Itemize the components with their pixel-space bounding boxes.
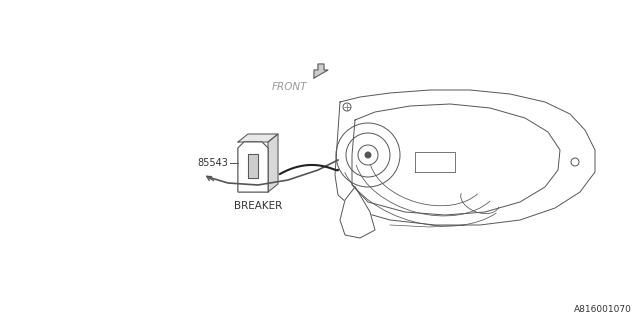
Polygon shape (415, 152, 455, 172)
PathPatch shape (238, 142, 268, 192)
Polygon shape (268, 134, 278, 192)
Text: BREAKER: BREAKER (234, 201, 282, 211)
PathPatch shape (238, 142, 268, 192)
Polygon shape (340, 187, 375, 238)
Text: FRONT: FRONT (272, 82, 307, 92)
Circle shape (365, 152, 371, 158)
Polygon shape (335, 90, 595, 225)
Polygon shape (238, 134, 278, 142)
Polygon shape (248, 154, 258, 178)
Polygon shape (352, 104, 560, 215)
Text: 85543: 85543 (197, 158, 228, 168)
Polygon shape (314, 64, 328, 78)
Text: A816001070: A816001070 (574, 305, 632, 314)
